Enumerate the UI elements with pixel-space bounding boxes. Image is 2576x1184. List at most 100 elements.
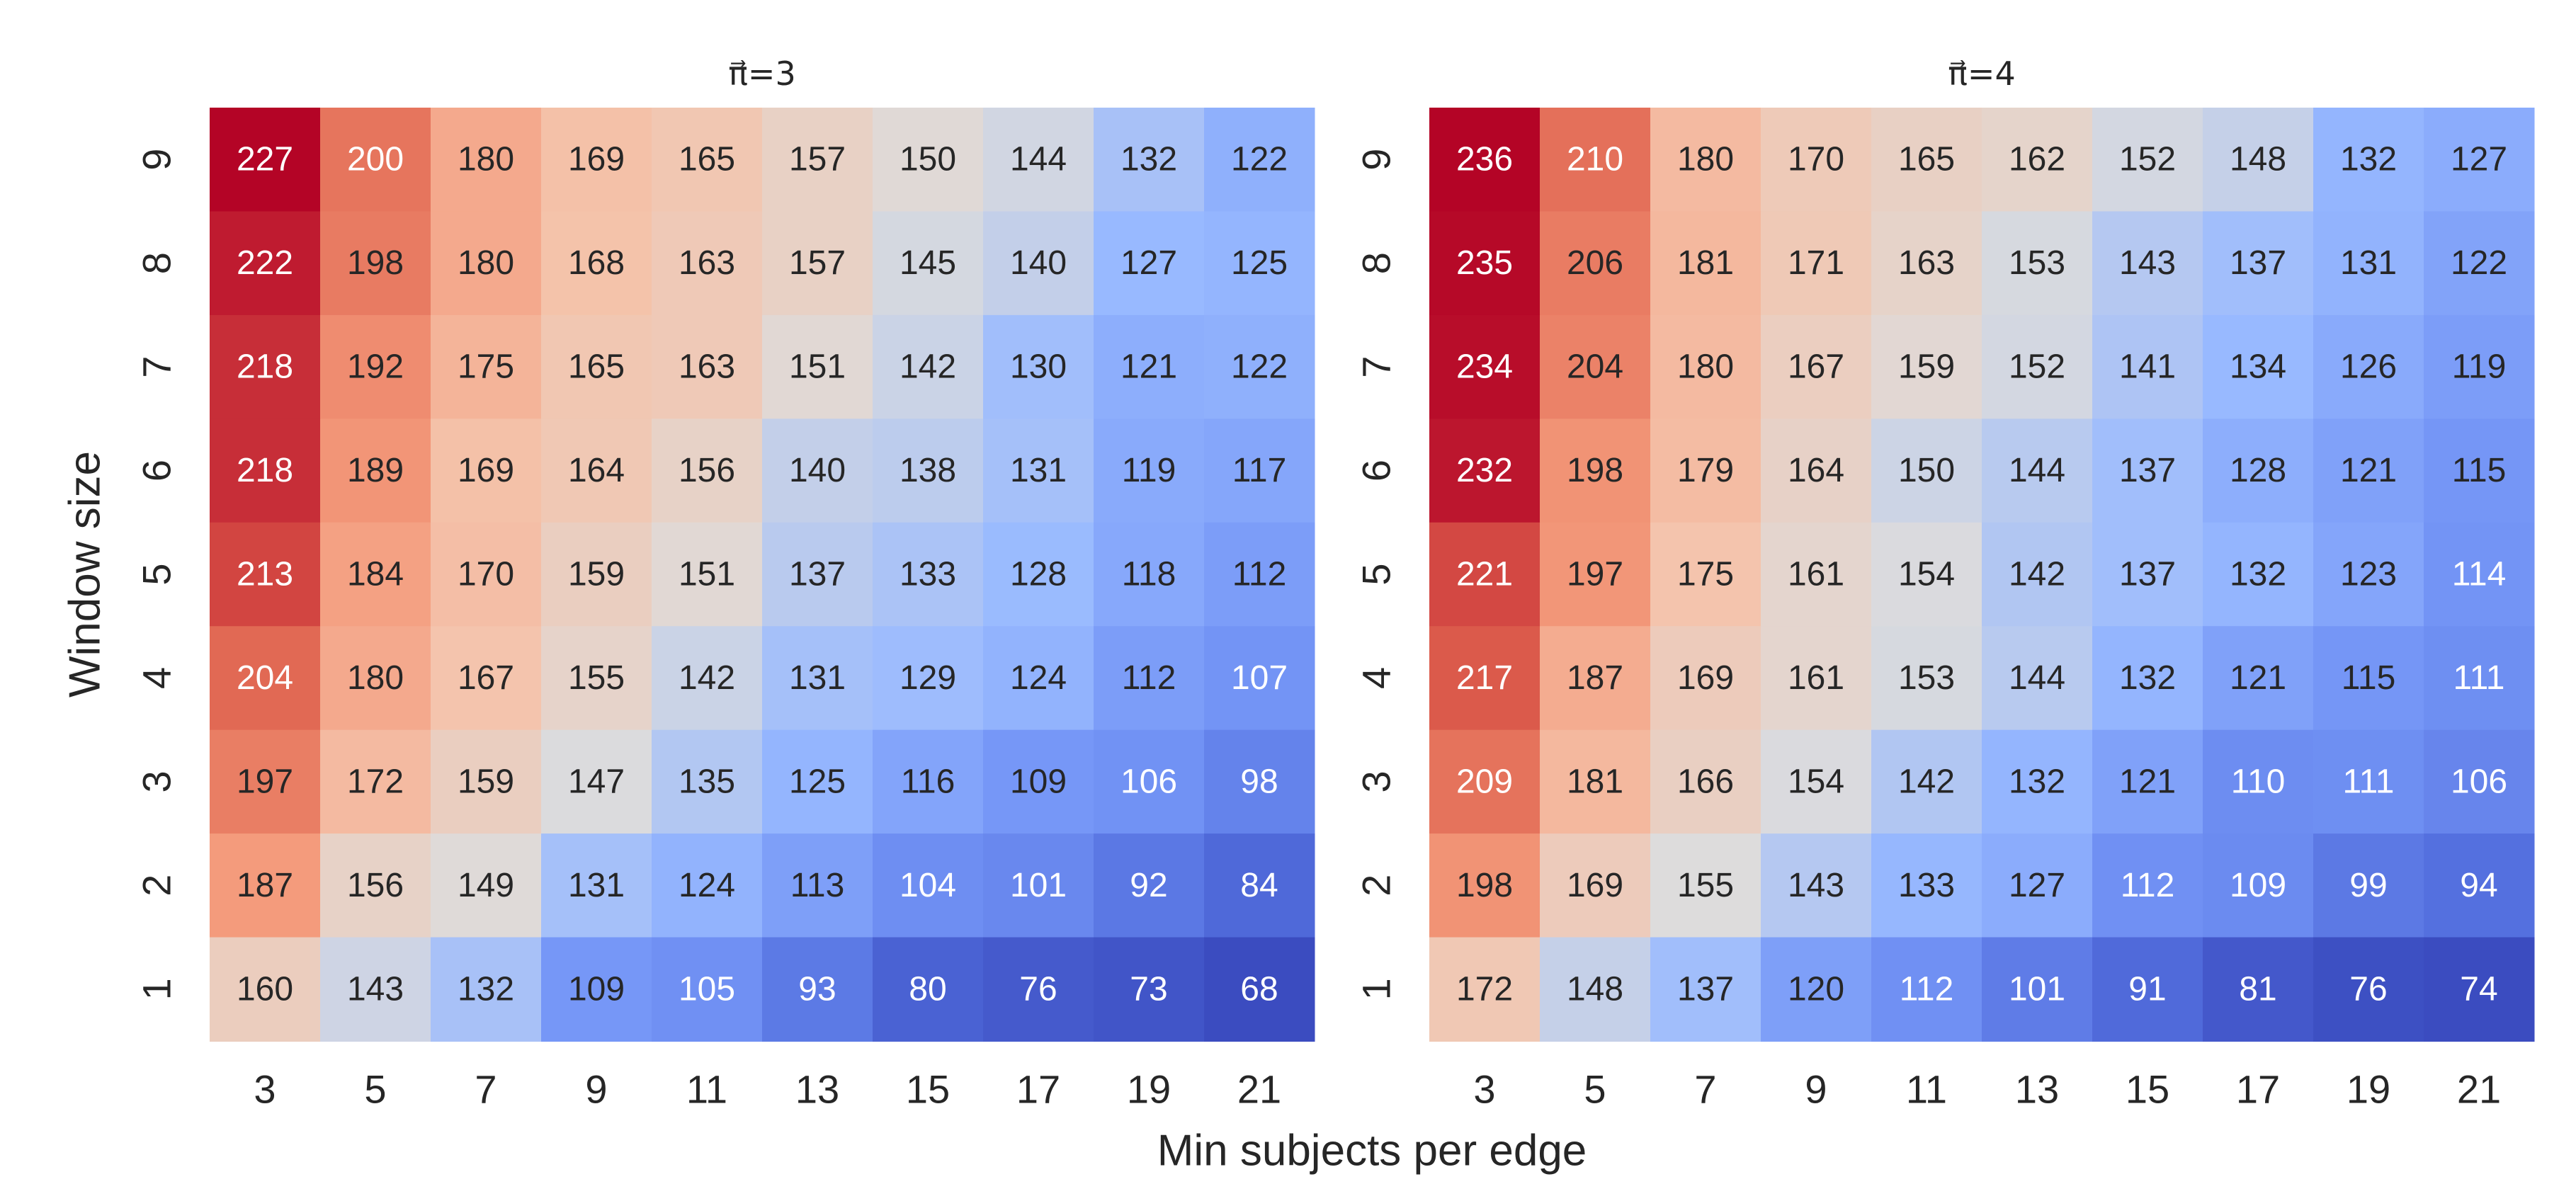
cell-value-label: 112: [2121, 867, 2175, 904]
heatmap-cell: [1761, 729, 1872, 835]
cell-value-label: 101: [1010, 867, 1067, 904]
cell-value-label: 151: [789, 348, 846, 386]
heatmap-cell: [1094, 522, 1205, 627]
cell-value-label: 221: [1456, 556, 1513, 593]
heatmap-cell: [1429, 314, 1541, 420]
cell-value-label: 144: [1010, 141, 1067, 178]
heatmap-cell: [1761, 522, 1872, 627]
heatmap-cell: [1982, 729, 2093, 835]
y-tick-label: 6: [135, 460, 179, 482]
heatmap-cell: [1871, 522, 1982, 627]
cell-value-label: 197: [237, 763, 293, 800]
heatmap-cell: [1982, 314, 2093, 420]
cell-value-label: 155: [1677, 867, 1734, 904]
cell-value-label: 105: [679, 970, 735, 1008]
heatmap-cell: [2424, 314, 2535, 420]
heatmap-cell: [2313, 419, 2424, 523]
heatmap-cell: [320, 626, 431, 731]
heatmap-cell: [1540, 937, 1651, 1042]
cell-value-label: 80: [909, 970, 946, 1008]
heatmap-cell: [983, 522, 1094, 627]
heatmap-cell: [1761, 833, 1872, 938]
x-tick-label: 9: [585, 1067, 607, 1112]
heatmap-cell: [431, 419, 542, 523]
heatmap-cell: [1540, 108, 1651, 212]
heatmap-cell: [873, 419, 984, 523]
cell-value-label: 234: [1456, 348, 1513, 386]
cell-value-label: 122: [2451, 244, 2507, 282]
heatmap-cell: [1094, 211, 1205, 316]
y-tick-label: 4: [1354, 667, 1399, 689]
heatmap-cell: [1094, 626, 1205, 731]
cell-value-label: 121: [2230, 659, 2286, 697]
x-tick-label: 3: [1473, 1067, 1495, 1112]
x-tick-label: 21: [1237, 1067, 1281, 1112]
heatmap-cell: [1094, 314, 1205, 420]
heatmap-cell: [210, 833, 321, 938]
heatmap-cell: [2424, 729, 2535, 835]
heatmap-cell: [1761, 211, 1872, 316]
y-tick-label: 2: [135, 875, 179, 896]
cell-value-label: 76: [1019, 970, 1057, 1008]
cell-value-label: 109: [2230, 867, 2286, 904]
heatmap-cell: [1094, 937, 1205, 1042]
heatmap-cell: [1540, 419, 1651, 523]
y-tick-label: 8: [1354, 252, 1399, 274]
heatmap-cell: [2092, 522, 2203, 627]
heatmap-cell: [1540, 833, 1651, 938]
x-tick-label: 11: [686, 1067, 727, 1112]
x-tick-label: 19: [1127, 1067, 1171, 1112]
cell-value-label: 111: [2453, 659, 2505, 697]
heatmap-cell: [983, 108, 1094, 212]
heatmap-cell: [1650, 211, 1761, 316]
cell-value-label: 160: [237, 970, 293, 1008]
heatmap-cell: [873, 626, 984, 731]
heatmap-cell: [541, 522, 652, 627]
heatmap-cell: [762, 626, 873, 731]
cell-value-label: 137: [2230, 244, 2286, 282]
cell-value-label: 143: [1788, 867, 1844, 904]
heatmap-cell: [1982, 833, 2093, 938]
x-tick-label: 15: [2126, 1067, 2169, 1112]
cell-value-label: 124: [679, 867, 735, 904]
heatmap-cell: [983, 729, 1094, 835]
heatmap-cell: [1650, 626, 1761, 731]
heatmap-cell: [1871, 626, 1982, 731]
heatmap-cell: [541, 937, 652, 1042]
cell-value-label: 165: [568, 348, 625, 386]
heatmap-cell: [652, 522, 763, 627]
cell-value-label: 147: [568, 763, 625, 800]
heatmap-cell: [1871, 729, 1982, 835]
x-tick-label: 19: [2347, 1067, 2390, 1112]
cell-value-label: 94: [2460, 867, 2497, 904]
cell-value-label: 154: [1898, 556, 1955, 593]
cell-value-label: 236: [1456, 141, 1513, 178]
y-tick-label: 1: [135, 978, 179, 1000]
heatmap-cell: [652, 419, 763, 523]
heatmap-cell: [1204, 522, 1315, 627]
cell-value-label: 184: [347, 556, 404, 593]
cell-value-label: 132: [2230, 556, 2286, 593]
cell-value-label: 163: [679, 244, 735, 282]
cell-value-label: 113: [790, 867, 845, 904]
heatmap-cell: [652, 108, 763, 212]
cell-value-label: 156: [347, 867, 404, 904]
heatmap-cell: [1204, 833, 1315, 938]
cell-value-label: 168: [568, 244, 625, 282]
cell-value-label: 128: [1010, 556, 1067, 593]
cell-value-label: 152: [2119, 141, 2176, 178]
heatmap-cell: [1429, 729, 1541, 835]
cell-value-label: 169: [458, 452, 514, 489]
panel-title: π⃗=3: [728, 55, 796, 93]
heatmap-cell: [1204, 211, 1315, 316]
x-tick-label: 15: [906, 1067, 950, 1112]
cell-value-label: 98: [1240, 763, 1278, 800]
heatmap-cell: [1650, 729, 1761, 835]
cell-value-label: 187: [237, 867, 293, 904]
cell-value-label: 120: [1788, 970, 1844, 1008]
cell-value-label: 73: [1130, 970, 1167, 1008]
cell-value-label: 150: [900, 141, 956, 178]
cell-value-label: 172: [1456, 970, 1513, 1008]
